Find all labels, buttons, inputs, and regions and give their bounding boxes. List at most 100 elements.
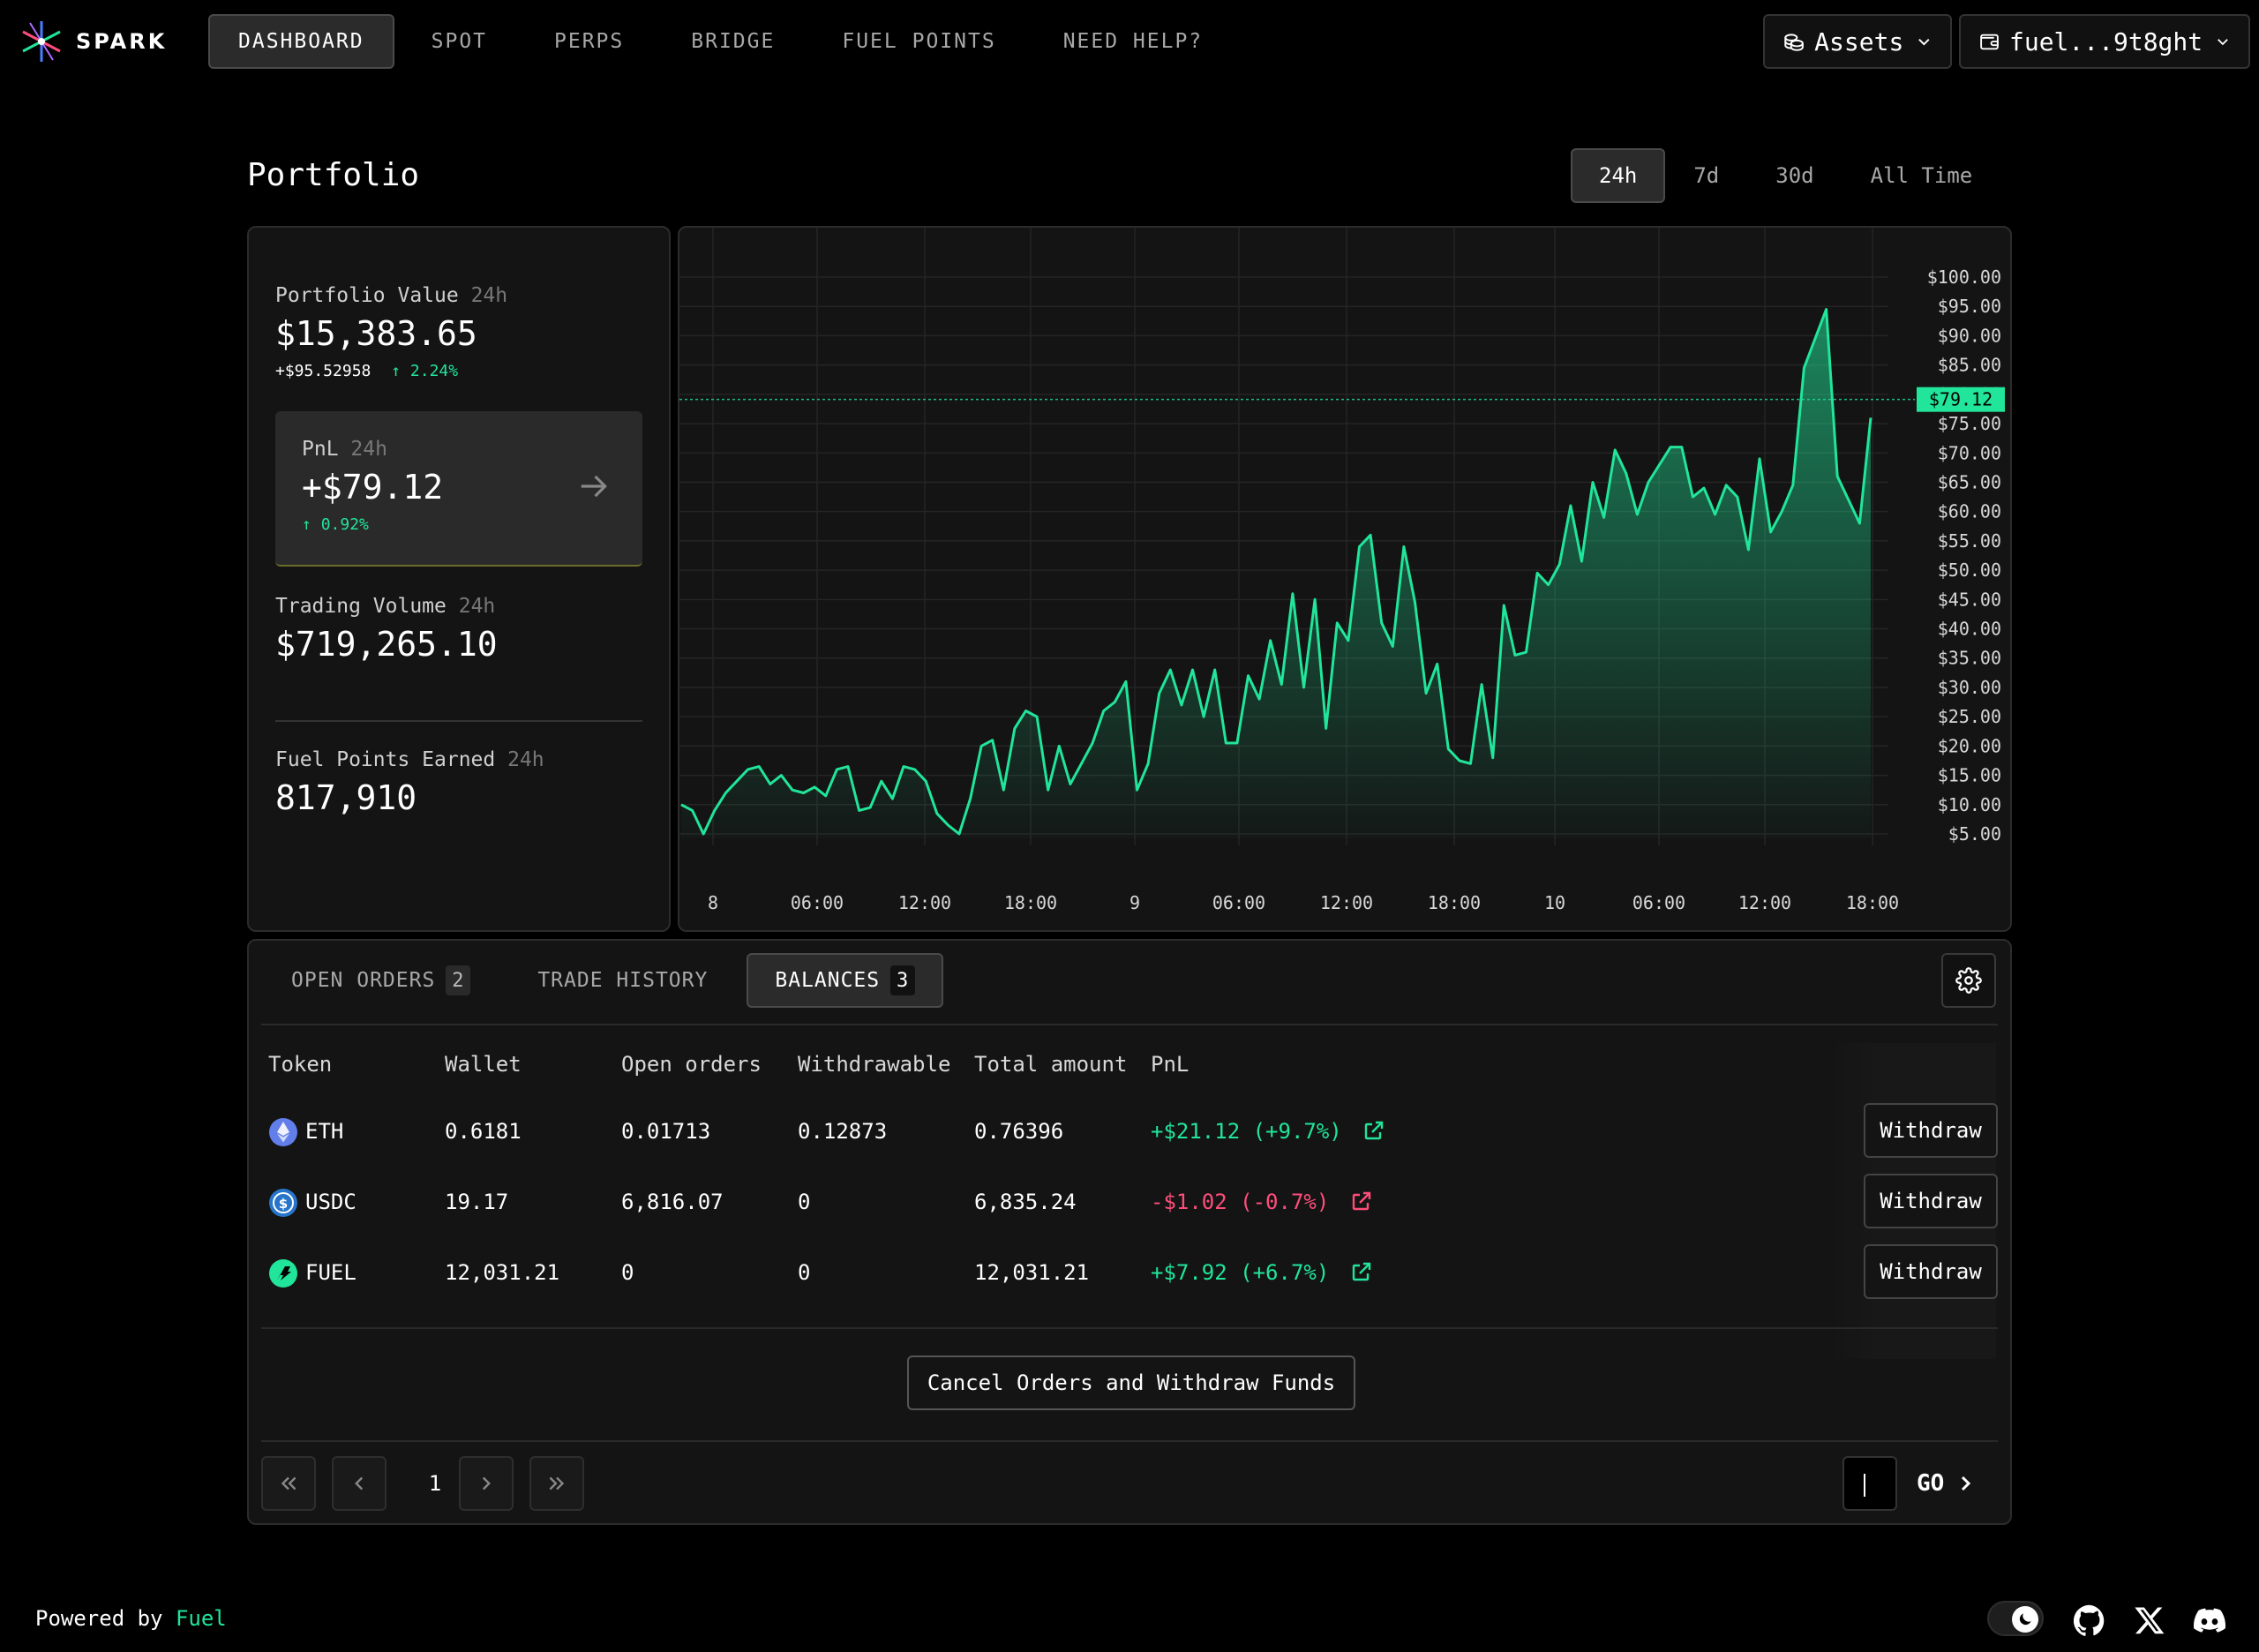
series-area (681, 309, 1871, 838)
x-tick-label: 18:00 (1428, 892, 1481, 913)
nav-dashboard[interactable]: DASHBOARD (208, 14, 394, 69)
x-twitter-icon[interactable] (2134, 1604, 2165, 1636)
text-caret (1864, 1474, 1865, 1497)
y-tick-label: $50.00 (1938, 559, 2001, 581)
fuel-icon (269, 1259, 297, 1288)
total-amount: 0.76396 (974, 1119, 1064, 1144)
go-label: GO (1917, 1470, 1945, 1497)
y-tick-label: $85.00 (1938, 355, 2001, 376)
first-page-button[interactable] (261, 1456, 316, 1511)
time-range-selector: 24h 7d 30d All Time (1571, 148, 2000, 203)
wallet-button[interactable]: fuel...9t8ght (1959, 14, 2250, 69)
withdraw-fuel-button[interactable]: Withdraw (1864, 1244, 1998, 1299)
y-tick-label: $90.00 (1938, 325, 2001, 346)
powered-by: Powered by Fuel (35, 1606, 227, 1631)
svg-text:$: $ (279, 1196, 288, 1212)
next-page-button[interactable] (459, 1456, 514, 1511)
last-page-button[interactable] (529, 1456, 584, 1511)
x-tick-label: 10 (1544, 892, 1565, 913)
discord-icon[interactable] (2194, 1604, 2225, 1636)
stat-label: Portfolio Value (275, 284, 459, 307)
spark-star-icon (22, 21, 61, 62)
tab-bar: OPEN ORDERS 2 TRADE HISTORY BALANCES 3 (263, 953, 954, 1008)
pnl-chart[interactable]: $100.00$95.00$90.00$85.00$80.00$75.00$70… (679, 228, 2012, 932)
divider (261, 1440, 1998, 1442)
settings-button[interactable] (1941, 953, 1996, 1008)
chevron-right-icon (482, 1476, 491, 1491)
pnl-value: -$1.02 (-0.7%) (1151, 1190, 1330, 1214)
y-tick-label: $35.00 (1938, 648, 2001, 669)
column-header-total-amount: Total amount (974, 1052, 1128, 1077)
arrow-right-icon (581, 475, 607, 498)
top-header: SPARK DASHBOARD SPOT PERPS BRIDGE FUEL P… (0, 0, 2259, 85)
github-icon[interactable] (2074, 1604, 2105, 1636)
wallet-amount: 19.17 (445, 1190, 509, 1214)
cancel-orders-withdraw-button[interactable]: Cancel Orders and Withdraw Funds (907, 1355, 1355, 1410)
y-tick-label: $20.00 (1938, 735, 2001, 756)
pnl-chart-panel: $100.00$95.00$90.00$85.00$80.00$75.00$70… (678, 226, 2012, 932)
withdraw-eth-button[interactable]: Withdraw (1864, 1103, 1998, 1158)
y-tick-label: $95.00 (1938, 296, 2001, 317)
fuel-link[interactable]: Fuel (175, 1606, 227, 1631)
y-tick-label: $5.00 (1948, 823, 2001, 845)
external-link-icon[interactable] (1363, 1120, 1385, 1141)
x-tick-label: 06:00 (1632, 892, 1685, 913)
external-link-icon[interactable] (1351, 1261, 1372, 1282)
table-row: ETH 0.6181 0.01713 0.12873 0.76396 +$21.… (268, 1101, 1998, 1163)
theme-toggle[interactable] (1987, 1601, 2044, 1636)
nav-bridge[interactable]: BRIDGE (691, 30, 776, 53)
withdraw-usdc-button[interactable]: Withdraw (1864, 1174, 1998, 1228)
tab-label: OPEN ORDERS (291, 969, 436, 992)
stat-period: 24h (507, 748, 544, 771)
pnl-cell[interactable]: +$7.92 (+6.7%) (1151, 1260, 1372, 1285)
prev-page-button[interactable] (332, 1456, 387, 1511)
portfolio-value: $15,383.65 (275, 314, 477, 353)
current-page[interactable]: 1 (428, 1471, 442, 1496)
wallet-address: fuel...9t8ght (2008, 26, 2203, 56)
y-tick-label: $40.00 (1938, 619, 2001, 640)
range-24h[interactable]: 24h (1571, 148, 1666, 203)
nav-need-help[interactable]: NEED HELP? (1062, 30, 1204, 53)
range-7d[interactable]: 7d (1693, 163, 1720, 188)
range-all-time[interactable]: All Time (1870, 163, 1973, 188)
nav-fuel-points[interactable]: FUEL POINTS (842, 30, 996, 53)
go-button[interactable]: GO (1917, 1456, 1976, 1511)
chevrons-right-icon (549, 1476, 565, 1491)
y-tick-label: $70.00 (1938, 442, 2001, 463)
pnl-card[interactable]: PnL 24h +$79.12 ↑ 0.92% (275, 411, 642, 567)
stat-period: 24h (470, 284, 508, 307)
token-name: ETH (305, 1119, 344, 1144)
coins-icon (1784, 34, 1804, 51)
page-number-input[interactable] (1842, 1456, 1897, 1511)
y-tick-label: $45.00 (1938, 589, 2001, 610)
pnl-value: +$21.12 (+9.7%) (1151, 1119, 1342, 1144)
assets-label: Assets (1814, 26, 1904, 56)
nav-perps[interactable]: PERPS (554, 30, 625, 53)
column-header-pnl: PnL (1151, 1052, 1190, 1077)
nav-spot[interactable]: SPOT (431, 30, 488, 53)
open-orders-amount: 0.01713 (621, 1119, 711, 1144)
stat-label: PnL (302, 438, 339, 461)
assets-button[interactable]: Assets (1763, 14, 1952, 69)
pnl-cell[interactable]: +$21.12 (+9.7%) (1151, 1119, 1385, 1144)
tab-balances[interactable]: BALANCES 3 (747, 953, 944, 1008)
column-header-withdrawable: Withdrawable (798, 1052, 951, 1077)
wallet-amount: 0.6181 (445, 1119, 522, 1144)
eth-icon (269, 1118, 297, 1146)
stat-period: 24h (458, 595, 496, 618)
range-30d[interactable]: 30d (1775, 163, 1814, 188)
tab-count: 3 (890, 965, 916, 995)
external-link-icon[interactable] (1351, 1190, 1372, 1212)
pnl-cell[interactable]: -$1.02 (-0.7%) (1151, 1190, 1372, 1214)
wallet-amount: 12,031.21 (445, 1260, 560, 1285)
token-name: USDC (305, 1190, 356, 1214)
tab-label: BALANCES (775, 969, 881, 992)
tab-open-orders[interactable]: OPEN ORDERS 2 (263, 953, 499, 1008)
y-tick-label: $10.00 (1938, 794, 2001, 815)
stat-label: Trading Volume (275, 595, 447, 618)
tab-trade-history[interactable]: TRADE HISTORY (509, 953, 736, 1008)
spark-logo[interactable]: SPARK (19, 19, 167, 64)
withdrawable-amount: 0 (798, 1190, 811, 1214)
moon-icon (2019, 1613, 2031, 1626)
stat-label: Fuel Points Earned (275, 748, 496, 771)
